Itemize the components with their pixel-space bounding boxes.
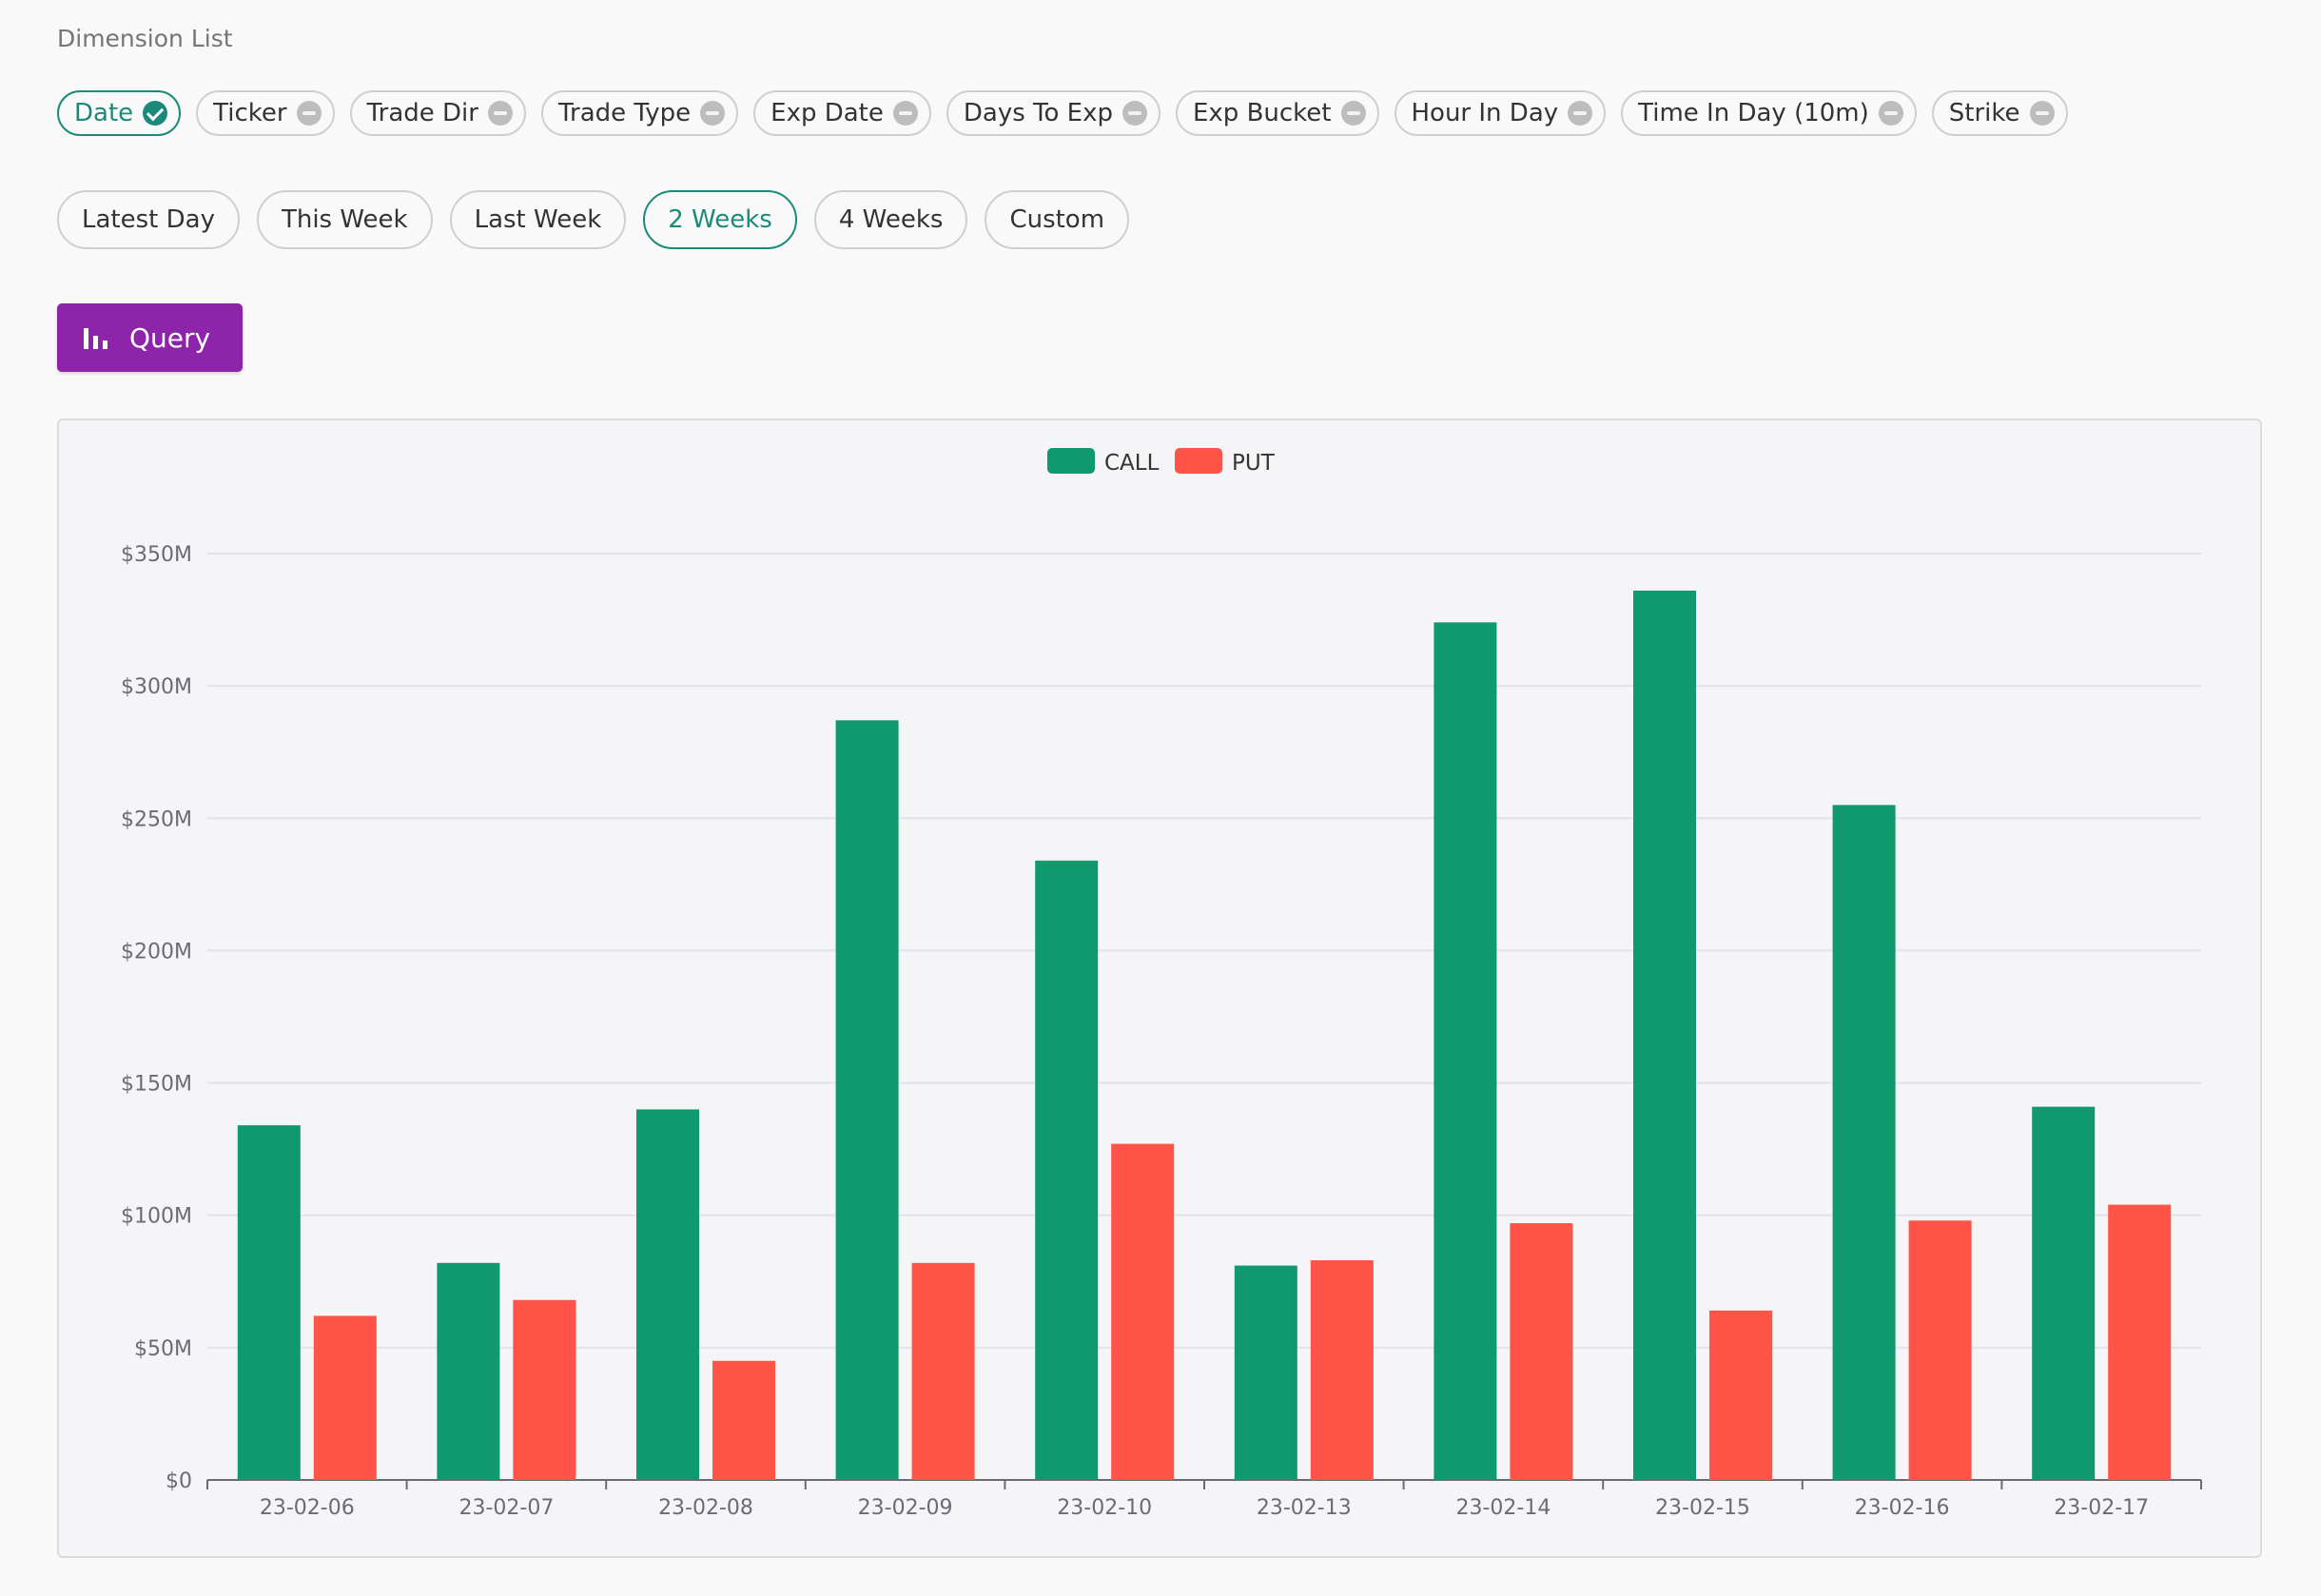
dimension-list-title: Dimension List bbox=[57, 25, 233, 52]
chip-label: Days To Exp bbox=[963, 99, 1113, 127]
bar-put bbox=[1709, 1310, 1772, 1480]
y-tick-label: $250M bbox=[121, 808, 192, 831]
chip-label: Time In Day (10m) bbox=[1638, 99, 1869, 127]
chip-label: Trade Type bbox=[557, 99, 692, 127]
range-2-weeks[interactable]: 2 Weeks bbox=[643, 190, 797, 249]
query-button[interactable]: Query bbox=[57, 303, 243, 372]
dimension-chip-list: Date Ticker Trade Dir Trade Type Exp Dat… bbox=[57, 90, 2068, 136]
bar-put bbox=[1310, 1260, 1374, 1480]
x-tick-label: 23-02-08 bbox=[658, 1496, 753, 1520]
chip-label: Trade Dir bbox=[366, 99, 478, 127]
chip-label: Hour In Day bbox=[1411, 99, 1559, 127]
check-circle-icon[interactable] bbox=[143, 101, 168, 126]
x-tick-label: 23-02-13 bbox=[1257, 1496, 1352, 1520]
query-button-label: Query bbox=[129, 321, 211, 354]
chip-days-to-exp[interactable]: Days To Exp bbox=[946, 90, 1160, 136]
bar-call bbox=[1633, 590, 1696, 1480]
y-tick-label: $350M bbox=[121, 543, 192, 567]
bar-chart: $0 $50M $100M $150M $200M $250M $300M $350M 23-0… bbox=[121, 448, 2202, 1520]
chip-label: Ticker bbox=[213, 99, 287, 127]
bar-call bbox=[1035, 860, 1099, 1480]
bar-put bbox=[513, 1299, 576, 1480]
chip-trade-type[interactable]: Trade Type bbox=[540, 90, 739, 136]
x-tick-label: 23-02-06 bbox=[260, 1496, 355, 1520]
bar-chart-icon bbox=[84, 326, 108, 349]
chip-strike[interactable]: Strike bbox=[1931, 90, 2068, 136]
date-range-selector: Latest Day This Week Last Week 2 Weeks 4… bbox=[57, 190, 1130, 249]
y-tick-label: $150M bbox=[121, 1073, 192, 1097]
legend-label-call: CALL bbox=[1104, 451, 1160, 476]
remove-circle-icon[interactable] bbox=[1121, 101, 1147, 126]
y-tick-label: $200M bbox=[121, 940, 192, 963]
legend-swatch-put bbox=[1175, 448, 1222, 474]
y-tick-label: $100M bbox=[121, 1205, 192, 1229]
bar-put bbox=[2108, 1204, 2172, 1480]
range-this-week[interactable]: This Week bbox=[256, 190, 433, 249]
bar-put bbox=[911, 1262, 975, 1480]
bar-put bbox=[313, 1315, 377, 1480]
chip-label: Strike bbox=[1948, 99, 2020, 127]
x-tick-label: 23-02-17 bbox=[2054, 1496, 2149, 1520]
bar-call bbox=[1434, 622, 1497, 1480]
chip-date[interactable]: Date bbox=[57, 90, 182, 136]
bar-call bbox=[1832, 805, 1896, 1480]
x-tick-label: 23-02-07 bbox=[458, 1496, 554, 1520]
range-4-weeks[interactable]: 4 Weeks bbox=[813, 190, 968, 249]
bar-put bbox=[1510, 1223, 1573, 1480]
x-tick-label: 23-02-09 bbox=[858, 1496, 953, 1520]
bar-call bbox=[835, 720, 899, 1480]
chip-exp-date[interactable]: Exp Date bbox=[753, 90, 931, 136]
chip-exp-bucket[interactable]: Exp Bucket bbox=[1175, 90, 1379, 136]
bar-put bbox=[712, 1360, 775, 1480]
x-tick-label: 23-02-10 bbox=[1057, 1496, 1152, 1520]
remove-circle-icon[interactable] bbox=[1568, 101, 1593, 126]
chip-trade-dir[interactable]: Trade Dir bbox=[349, 90, 526, 136]
remove-circle-icon[interactable] bbox=[700, 101, 726, 126]
remove-circle-icon[interactable] bbox=[1878, 101, 1903, 126]
range-latest-day[interactable]: Latest Day bbox=[57, 190, 240, 249]
y-tick-label: $0 bbox=[166, 1469, 192, 1493]
y-tick-label: $300M bbox=[121, 675, 192, 699]
chip-label: Exp Bucket bbox=[1192, 99, 1332, 127]
chip-label: Date bbox=[74, 99, 134, 127]
remove-circle-icon[interactable] bbox=[487, 101, 513, 126]
bar-call bbox=[1234, 1265, 1297, 1480]
y-tick-label: $50M bbox=[134, 1337, 192, 1361]
remove-circle-icon[interactable] bbox=[2029, 101, 2055, 126]
remove-circle-icon[interactable] bbox=[296, 101, 322, 126]
x-tick-label: 23-02-15 bbox=[1655, 1496, 1750, 1520]
bar-put bbox=[1111, 1143, 1175, 1480]
chart-panel: $0 $50M $100M $150M $200M $250M $300M $350M 23-0… bbox=[57, 418, 2262, 1558]
bar-call bbox=[636, 1109, 699, 1480]
range-last-week[interactable]: Last Week bbox=[449, 190, 627, 249]
bar-call bbox=[437, 1262, 500, 1480]
bar-call bbox=[237, 1125, 301, 1480]
remove-circle-icon[interactable] bbox=[892, 101, 918, 126]
legend-swatch-call bbox=[1047, 448, 1095, 474]
x-tick-label: 23-02-16 bbox=[1855, 1496, 1950, 1520]
x-tick-label: 23-02-14 bbox=[1455, 1496, 1551, 1520]
chip-ticker[interactable]: Ticker bbox=[196, 90, 335, 136]
bar-put bbox=[1908, 1220, 1972, 1480]
remove-circle-icon[interactable] bbox=[1340, 101, 1366, 126]
bar-call bbox=[2032, 1106, 2096, 1480]
chip-label: Exp Date bbox=[770, 99, 884, 127]
chip-hour-in-day[interactable]: Hour In Day bbox=[1394, 90, 1607, 136]
chip-time-in-day[interactable]: Time In Day (10m) bbox=[1621, 90, 1917, 136]
range-custom[interactable]: Custom bbox=[985, 190, 1130, 249]
legend-label-put: PUT bbox=[1232, 451, 1276, 476]
